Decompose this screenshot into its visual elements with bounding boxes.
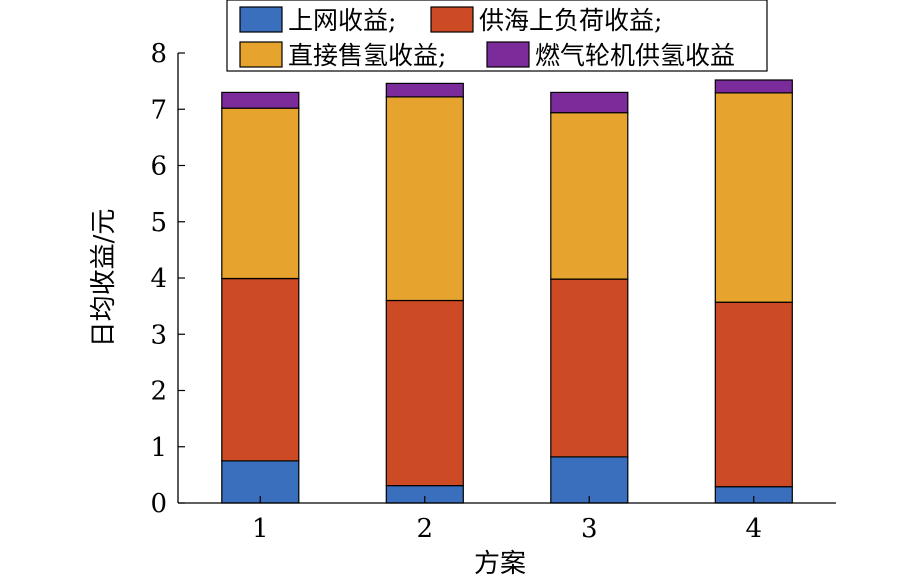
bar-segment-2-2 (385, 299, 464, 487)
bars-group (221, 79, 793, 504)
legend-swatch-3 (239, 41, 283, 68)
x-axis-label: 方案 (474, 549, 526, 579)
bar-segment-3-3 (550, 111, 629, 280)
legend-label-2: 供海上负荷收益; (479, 6, 662, 35)
x-tick-label: 1 (252, 514, 269, 544)
y-tick-label: 8 (150, 39, 167, 69)
y-tick-label: 7 (150, 95, 167, 125)
bar-segment-4-3 (714, 92, 793, 303)
legend-swatch-1 (239, 6, 283, 33)
legend: 上网收益; 供海上负荷收益; 直接售氢收益; 燃气轮机供氢收益 (226, 0, 768, 72)
bar-segment-4-4 (714, 79, 793, 94)
bar-segment-1-4 (221, 91, 300, 109)
bar-segment-3-2 (550, 278, 629, 458)
y-ticks: 0 1 2 3 4 5 6 7 8 (150, 39, 185, 519)
bar-segment-4-2 (714, 301, 793, 488)
x-tick-label: 4 (745, 514, 762, 544)
legend-swatch-4 (486, 41, 530, 68)
bar-segment-2-3 (385, 96, 464, 302)
legend-label-4: 燃气轮机供氢收益 (535, 41, 735, 70)
legend-label-1: 上网收益; (288, 6, 396, 35)
y-tick-label: 5 (150, 208, 167, 238)
x-tick-label: 2 (416, 514, 433, 544)
bar-segment-1-1 (221, 460, 300, 504)
x-tick-label: 3 (581, 514, 598, 544)
y-tick-label: 1 (150, 433, 167, 463)
y-tick-label: 6 (150, 152, 167, 182)
bar-segment-3-4 (550, 91, 629, 114)
y-tick-label: 4 (150, 264, 167, 294)
bar-segment-1-2 (221, 278, 300, 462)
y-axis-label: 日均收益/元 (89, 209, 119, 348)
legend-label-3: 直接售氢收益; (288, 41, 446, 70)
legend-swatch-2 (430, 6, 474, 33)
y-tick-label: 3 (150, 320, 167, 350)
x-ticks: 1 2 3 4 (252, 496, 762, 544)
bar-segment-2-4 (385, 82, 464, 98)
bar-segment-1-3 (221, 107, 300, 280)
y-tick-label: 2 (150, 377, 167, 407)
y-tick-label: 0 (150, 489, 167, 519)
